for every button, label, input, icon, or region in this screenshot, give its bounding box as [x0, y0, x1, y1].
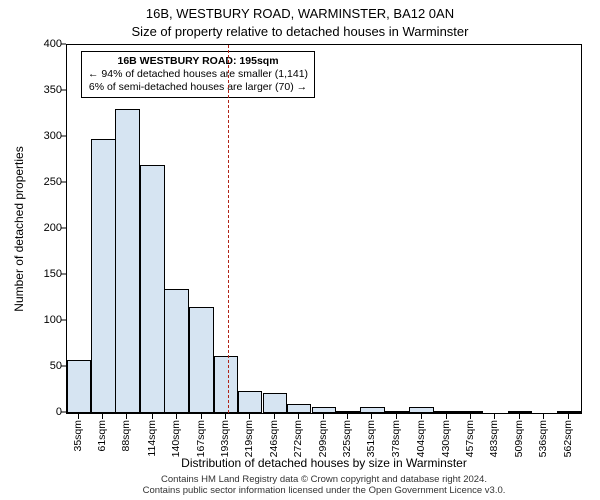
- x-tick-label: 299sqm: [317, 420, 329, 457]
- x-tick-label: 483sqm: [488, 420, 500, 457]
- histogram-bar: [115, 109, 139, 413]
- y-tick-label: 200: [32, 222, 62, 234]
- y-tick-mark: [61, 412, 66, 413]
- property-marker-line: [228, 45, 229, 413]
- y-tick-label: 0: [32, 406, 62, 418]
- x-tick-mark: [396, 414, 397, 419]
- x-tick-mark: [249, 414, 250, 419]
- histogram-bar: [434, 411, 458, 413]
- x-tick-mark: [225, 414, 226, 419]
- x-tick-mark: [274, 414, 275, 419]
- y-tick-mark: [61, 90, 66, 91]
- x-tick-mark: [347, 414, 348, 419]
- x-tick-label: 246sqm: [268, 420, 280, 457]
- x-tick-mark: [298, 414, 299, 419]
- plot-area: 16B WESTBURY ROAD: 195sqm ← 94% of detac…: [66, 44, 582, 414]
- x-tick-label: 167sqm: [195, 420, 207, 457]
- footer-attribution: Contains HM Land Registry data © Crown c…: [66, 475, 582, 497]
- x-tick-label: 430sqm: [440, 420, 452, 457]
- x-tick-label: 61sqm: [96, 420, 108, 452]
- x-tick-mark: [446, 414, 447, 419]
- y-tick-mark: [61, 182, 66, 183]
- x-tick-label: 325sqm: [341, 420, 353, 457]
- histogram-bar: [140, 165, 164, 413]
- y-tick-label: 350: [32, 84, 62, 96]
- y-tick-mark: [61, 44, 66, 45]
- annotation-smaller: ← 94% of detached houses are smaller (1,…: [88, 68, 308, 81]
- x-tick-label: 140sqm: [170, 420, 182, 457]
- histogram-bar: [214, 356, 238, 413]
- histogram-bar: [409, 407, 433, 413]
- y-tick-mark: [61, 274, 66, 275]
- x-tick-label: 272sqm: [292, 420, 304, 457]
- x-tick-mark: [543, 414, 544, 419]
- y-tick-mark: [61, 366, 66, 367]
- histogram-bar: [263, 393, 287, 413]
- histogram-bar: [67, 360, 91, 413]
- histogram-bar: [312, 407, 336, 413]
- y-tick-label: 150: [32, 268, 62, 280]
- chart-title-address: 16B, WESTBURY ROAD, WARMINSTER, BA12 0AN: [0, 6, 600, 21]
- x-tick-mark: [323, 414, 324, 419]
- x-tick-label: 404sqm: [415, 420, 427, 457]
- x-tick-mark: [176, 414, 177, 419]
- chart-root: { "titles": { "line1": "16B, WESTBURY RO…: [0, 0, 600, 500]
- histogram-bar: [557, 411, 581, 413]
- y-tick-label: 300: [32, 130, 62, 142]
- annotation-larger: 6% of semi-detached houses are larger (7…: [88, 81, 308, 94]
- histogram-bar: [164, 289, 188, 413]
- histogram-bar: [91, 139, 115, 413]
- x-tick-mark: [78, 414, 79, 419]
- x-tick-label: 509sqm: [513, 420, 525, 457]
- x-tick-label: 562sqm: [562, 420, 574, 457]
- histogram-bar: [238, 391, 262, 413]
- x-tick-mark: [152, 414, 153, 419]
- x-tick-mark: [102, 414, 103, 419]
- histogram-bar: [385, 411, 409, 413]
- chart-subtitle: Size of property relative to detached ho…: [0, 24, 600, 39]
- x-tick-mark: [371, 414, 372, 419]
- footer-line-2: Contains public sector information licen…: [66, 486, 582, 497]
- y-tick-label: 400: [32, 38, 62, 50]
- x-tick-label: 193sqm: [219, 420, 231, 457]
- x-tick-label: 219sqm: [243, 420, 255, 457]
- histogram-bar: [189, 307, 213, 413]
- histogram-bar: [336, 411, 360, 413]
- y-tick-mark: [61, 320, 66, 321]
- x-tick-mark: [470, 414, 471, 419]
- x-tick-mark: [201, 414, 202, 419]
- annotation-property: 16B WESTBURY ROAD: 195sqm: [88, 55, 308, 68]
- y-tick-label: 50: [32, 360, 62, 372]
- y-tick-mark: [61, 228, 66, 229]
- x-tick-label: 88sqm: [120, 420, 132, 452]
- x-tick-mark: [494, 414, 495, 419]
- y-axis-label: Number of detached properties: [10, 44, 28, 414]
- x-tick-mark: [421, 414, 422, 419]
- x-tick-label: 114sqm: [146, 420, 158, 457]
- y-axis-label-text: Number of detached properties: [12, 146, 26, 311]
- y-tick-label: 100: [32, 314, 62, 326]
- histogram-bar: [360, 407, 384, 413]
- x-tick-label: 536sqm: [537, 420, 549, 457]
- x-tick-mark: [519, 414, 520, 419]
- histogram-bar: [508, 411, 532, 413]
- y-tick-label: 250: [32, 176, 62, 188]
- histogram-bar: [287, 404, 311, 413]
- histogram-bar: [459, 411, 483, 413]
- x-tick-mark: [126, 414, 127, 419]
- y-tick-mark: [61, 136, 66, 137]
- x-tick-label: 378sqm: [390, 420, 402, 457]
- x-tick-label: 351sqm: [365, 420, 377, 457]
- x-tick-mark: [568, 414, 569, 419]
- annotation-box: 16B WESTBURY ROAD: 195sqm ← 94% of detac…: [81, 51, 315, 98]
- x-tick-label: 35sqm: [72, 420, 84, 452]
- x-axis-label: Distribution of detached houses by size …: [66, 456, 582, 470]
- x-tick-label: 457sqm: [464, 420, 476, 457]
